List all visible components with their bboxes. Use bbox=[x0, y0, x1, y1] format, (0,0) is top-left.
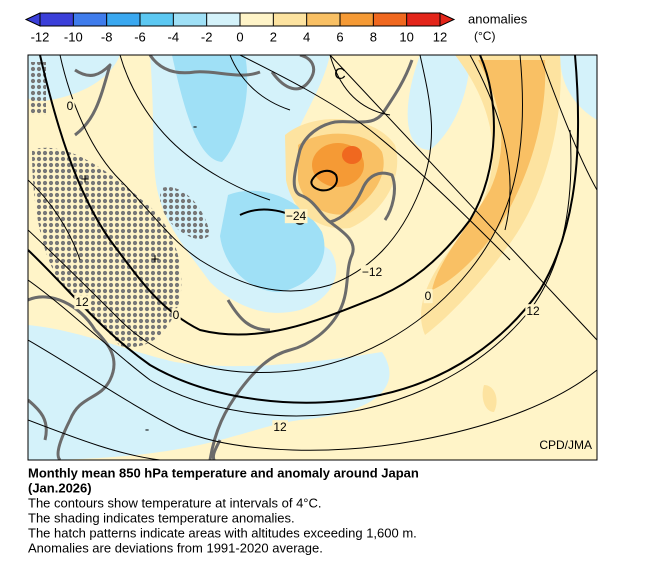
colorbar-segment bbox=[106, 13, 140, 26]
colorbar-title: anomalies bbox=[468, 11, 528, 26]
colorbar-tick-label: -12 bbox=[31, 29, 50, 44]
contour-label-bg bbox=[272, 420, 288, 435]
anomaly-shade bbox=[28, 55, 120, 101]
colorbar-segment bbox=[206, 13, 240, 26]
colorbar-tick-label: -8 bbox=[101, 29, 113, 44]
anomaly-shade bbox=[560, 55, 597, 120]
colorbar-tick-label: -4 bbox=[168, 29, 180, 44]
contour-label: 0 bbox=[67, 99, 74, 113]
anomaly-shade bbox=[172, 55, 248, 162]
colorbar-segment bbox=[173, 13, 207, 26]
colorbar-segment bbox=[406, 13, 440, 26]
map-marker: - bbox=[193, 118, 197, 133]
colorbar-segment bbox=[340, 13, 374, 26]
contour-label-bg bbox=[74, 295, 90, 310]
contour-label: 0 bbox=[173, 308, 180, 322]
contour-label: 12 bbox=[75, 295, 89, 309]
credit: CPD/JMA bbox=[539, 438, 592, 452]
hatch bbox=[160, 187, 210, 240]
contour-thick bbox=[28, 55, 580, 404]
coastline bbox=[28, 55, 414, 460]
caption-line: The hatch patterns indicate areas with a… bbox=[28, 525, 417, 540]
colorbar-unit: (°C) bbox=[474, 29, 495, 43]
anomaly-shade bbox=[432, 60, 546, 290]
caption-date: (Jan.2026) bbox=[28, 480, 92, 495]
caption-line: Anomalies are deviations from 1991-2020 … bbox=[28, 540, 323, 555]
caption-line: The contours show temperature at interva… bbox=[28, 495, 322, 510]
colorbar-segment bbox=[306, 13, 340, 26]
colorbar-segment bbox=[240, 13, 274, 26]
contour-label-bg bbox=[284, 209, 308, 224]
contour-label: 0 bbox=[425, 289, 432, 303]
colorbar-tick-label: -10 bbox=[64, 29, 83, 44]
caption-title: Monthly mean 850 hPa temperature and ano… bbox=[28, 465, 419, 480]
caption-line: The shading indicates temperature anomal… bbox=[28, 510, 295, 525]
colorbar-tick-label: 8 bbox=[370, 29, 377, 44]
colorbar-segment bbox=[373, 13, 407, 26]
contour bbox=[28, 55, 597, 460]
contour-label-bg bbox=[65, 99, 75, 114]
anomaly-shade bbox=[407, 55, 470, 150]
contour-label: 12 bbox=[273, 420, 287, 434]
colorbar-extend bbox=[24, 12, 41, 27]
hatch bbox=[32, 147, 182, 348]
colorbar-segment bbox=[40, 13, 74, 26]
contour-label-bg bbox=[525, 304, 541, 319]
colorbar-tick-label: 0 bbox=[236, 29, 243, 44]
anomaly-shade bbox=[482, 385, 497, 412]
colorbar-tick-label: -6 bbox=[134, 29, 146, 44]
anomaly-shade bbox=[342, 146, 362, 164]
colorbar-tick-label: -2 bbox=[201, 29, 213, 44]
colorbar-tick-label: 6 bbox=[336, 29, 343, 44]
map-marker: + bbox=[151, 251, 160, 268]
contour-label-bg bbox=[171, 308, 181, 323]
colorbar-tick-label: 12 bbox=[433, 29, 447, 44]
contour-label: −24 bbox=[286, 209, 307, 223]
hatch bbox=[30, 62, 46, 115]
map: 0 12 0 −24 −12 0 12 12 C + + - - bbox=[28, 55, 597, 460]
colorbar-segment bbox=[73, 13, 107, 26]
contour-label: 12 bbox=[526, 304, 540, 318]
contour-label-bg bbox=[423, 289, 433, 304]
colorbar-tick-label: 4 bbox=[303, 29, 310, 44]
contour-label-bg bbox=[360, 265, 384, 280]
anomaly-shade bbox=[28, 325, 390, 460]
contour-label: −12 bbox=[362, 265, 383, 279]
colorbar-tick-label: 10 bbox=[399, 29, 413, 44]
map-frame bbox=[27, 54, 598, 461]
colorbar: -12 -10 -8 -6 -4 -2 0 2 4 6 8 10 12 bbox=[24, 12, 456, 44]
colorbar-extend bbox=[439, 12, 456, 27]
colorbar-segment bbox=[273, 13, 307, 26]
map-marker: - bbox=[145, 421, 149, 436]
map-marker: C bbox=[334, 66, 346, 83]
colorbar-tick-label: 2 bbox=[270, 29, 277, 44]
colorbar-segment bbox=[140, 13, 174, 26]
map-marker: + bbox=[81, 171, 90, 188]
